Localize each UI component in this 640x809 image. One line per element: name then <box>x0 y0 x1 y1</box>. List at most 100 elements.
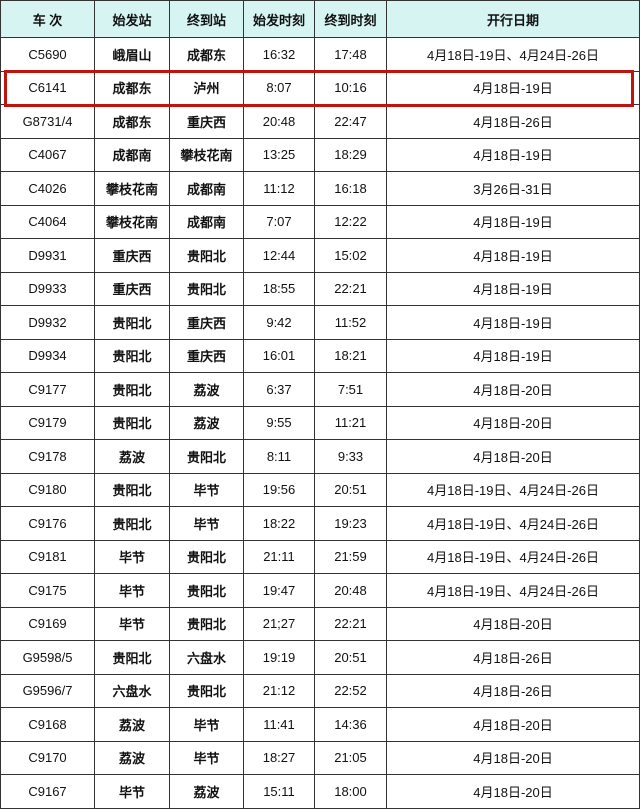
cell-departure-time: 16:01 <box>243 338 315 373</box>
cell-arrival-time: 11:21 <box>314 405 387 440</box>
cell-origin-station: 攀枝花南 <box>94 204 170 239</box>
cell-destination-station: 贵阳北 <box>169 606 244 641</box>
cell-train-number: C5690 <box>0 37 95 72</box>
cell-arrival-time: 11:52 <box>314 305 387 340</box>
table-row: C6141 成都东 泸州 8:07 10:16 4月18日-19日 <box>0 70 640 105</box>
cell-departure-time: 19:56 <box>243 472 315 507</box>
cell-origin-station: 贵阳北 <box>94 506 170 541</box>
cell-destination-station: 成都南 <box>169 171 244 206</box>
cell-departure-time: 19:19 <box>243 640 315 675</box>
cell-arrival-time: 9:33 <box>314 439 387 474</box>
cell-departure-time: 21;27 <box>243 606 315 641</box>
cell-origin-station: 毕节 <box>94 774 170 809</box>
cell-destination-station: 成都南 <box>169 204 244 239</box>
cell-departure-time: 18:55 <box>243 271 315 306</box>
cell-operating-dates: 4月18日-20日 <box>386 606 640 641</box>
table-row: G8731/4 成都东 重庆西 20:48 22:47 4月18日-26日 <box>0 104 640 139</box>
table-row: C9178 荔波 贵阳北 8:11 9:33 4月18日-20日 <box>0 439 640 474</box>
cell-arrival-time: 12:22 <box>314 204 387 239</box>
table-row: C9176 贵阳北 毕节 18:22 19:23 4月18日-19日、4月24日-26日 <box>0 506 640 541</box>
cell-train-number: G9598/5 <box>0 640 95 675</box>
cell-train-number: C9175 <box>0 573 95 608</box>
cell-operating-dates: 4月18日-20日 <box>386 372 640 407</box>
cell-operating-dates: 4月18日-20日 <box>386 439 640 474</box>
cell-arrival-time: 22:52 <box>314 673 387 708</box>
cell-train-number: D9933 <box>0 271 95 306</box>
table-row: C4026 攀枝花南 成都南 11:12 16:18 3月26日-31日 <box>0 171 640 206</box>
table-row: C9168 荔波 毕节 11:41 14:36 4月18日-20日 <box>0 707 640 742</box>
cell-destination-station: 重庆西 <box>169 305 244 340</box>
header-row: 车 次始发站 终到站 始发时刻 终到时刻 开行日期 <box>0 0 640 38</box>
cell-destination-station: 重庆西 <box>169 104 244 139</box>
cell-train-number: G9596/7 <box>0 673 95 708</box>
cell-train-number: D9934 <box>0 338 95 373</box>
cell-departure-time: 9:55 <box>243 405 315 440</box>
cell-train-number: D9932 <box>0 305 95 340</box>
cell-departure-time: 21:12 <box>243 673 315 708</box>
cell-origin-station: 重庆西 <box>94 238 170 273</box>
table-row: C9169 毕节 贵阳北 21;27 22:21 4月18日-20日 <box>0 606 640 641</box>
cell-origin-station: 荔波 <box>94 707 170 742</box>
cell-origin-station: 荔波 <box>94 439 170 474</box>
cell-operating-dates: 4月18日-26日 <box>386 104 640 139</box>
table-row: G9598/5 贵阳北 六盘水 19:19 20:51 4月18日-26日 <box>0 640 640 675</box>
cell-operating-dates: 4月18日-19日 <box>386 204 640 239</box>
cell-origin-station: 贵阳北 <box>94 640 170 675</box>
cell-departure-time: 21:11 <box>243 539 315 574</box>
header-operating-dates: 开行日期 <box>386 0 640 38</box>
cell-origin-station: 贵阳北 <box>94 305 170 340</box>
cell-origin-station: 成都东 <box>94 70 170 105</box>
cell-destination-station: 六盘水 <box>169 640 244 675</box>
cell-origin-station: 贵阳北 <box>94 372 170 407</box>
cell-arrival-time: 22:21 <box>314 606 387 641</box>
cell-operating-dates: 4月18日-19日、4月24日-26日 <box>386 37 640 72</box>
cell-destination-station: 毕节 <box>169 707 244 742</box>
cell-destination-station: 毕节 <box>169 506 244 541</box>
cell-departure-time: 19:47 <box>243 573 315 608</box>
cell-operating-dates: 3月26日-31日 <box>386 171 640 206</box>
cell-operating-dates: 4月18日-19日 <box>386 338 640 373</box>
cell-departure-time: 11:41 <box>243 707 315 742</box>
cell-departure-time: 8:11 <box>243 439 315 474</box>
cell-destination-station: 毕节 <box>169 740 244 775</box>
cell-origin-station: 重庆西 <box>94 271 170 306</box>
table-row: C9181 毕节 贵阳北 21:11 21:59 4月18日-19日、4月24日-26日 <box>0 539 640 574</box>
table-row: C9179 贵阳北 荔波 9:55 11:21 4月18日-20日 <box>0 405 640 440</box>
cell-train-number: G8731/4 <box>0 104 95 139</box>
header-destination-station: 终到站 <box>169 0 244 38</box>
cell-destination-station: 贵阳北 <box>169 238 244 273</box>
cell-operating-dates: 4月18日-19日、4月24日-26日 <box>386 472 640 507</box>
cell-departure-time: 18:27 <box>243 740 315 775</box>
cell-destination-station: 荔波 <box>169 405 244 440</box>
cell-arrival-time: 14:36 <box>314 707 387 742</box>
cell-arrival-time: 20:51 <box>314 472 387 507</box>
cell-operating-dates: 4月18日-20日 <box>386 707 640 742</box>
cell-origin-station: 毕节 <box>94 606 170 641</box>
cell-train-number: D9931 <box>0 238 95 273</box>
cell-train-number: C9177 <box>0 372 95 407</box>
cell-destination-station: 攀枝花南 <box>169 137 244 172</box>
table-row: D9933 重庆西 贵阳北 18:55 22:21 4月18日-19日 <box>0 271 640 306</box>
cell-destination-station: 成都东 <box>169 37 244 72</box>
cell-arrival-time: 18:21 <box>314 338 387 373</box>
cell-arrival-time: 10:16 <box>314 70 387 105</box>
cell-destination-station: 贵阳北 <box>169 573 244 608</box>
cell-arrival-time: 18:29 <box>314 137 387 172</box>
cell-train-number: C9170 <box>0 740 95 775</box>
table-row: D9934 贵阳北 重庆西 16:01 18:21 4月18日-19日 <box>0 338 640 373</box>
cell-origin-station: 攀枝花南 <box>94 171 170 206</box>
header-departure-time: 始发时刻 <box>243 0 315 38</box>
table-row: D9931 重庆西 贵阳北 12:44 15:02 4月18日-19日 <box>0 238 640 273</box>
cell-origin-station: 成都东 <box>94 104 170 139</box>
cell-train-number: C9180 <box>0 472 95 507</box>
cell-arrival-time: 21:59 <box>314 539 387 574</box>
table-row: C9167 毕节 荔波 15:11 18:00 4月18日-20日 <box>0 774 640 809</box>
table-row: G9596/7 六盘水 贵阳北 21:12 22:52 4月18日-26日 <box>0 673 640 708</box>
table-row: C9175 毕节 贵阳北 19:47 20:48 4月18日-19日、4月24日-26日 <box>0 573 640 608</box>
cell-arrival-time: 16:18 <box>314 171 387 206</box>
cell-origin-station: 成都南 <box>94 137 170 172</box>
cell-origin-station: 贵阳北 <box>94 472 170 507</box>
cell-departure-time: 7:07 <box>243 204 315 239</box>
cell-destination-station: 荔波 <box>169 774 244 809</box>
cell-operating-dates: 4月18日-19日、4月24日-26日 <box>386 506 640 541</box>
